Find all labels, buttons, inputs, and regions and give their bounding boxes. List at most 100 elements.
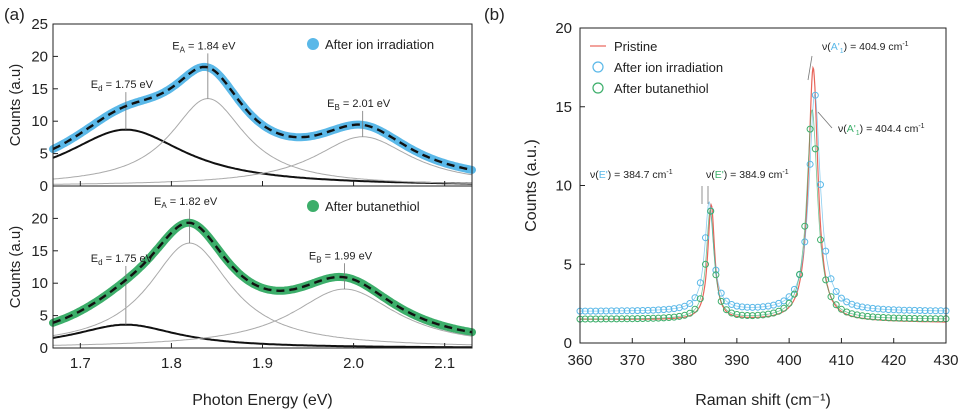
legend-marker [592, 61, 604, 73]
data-point [822, 276, 830, 284]
data-point [639, 307, 647, 314]
data-point [665, 314, 673, 321]
panel-b: 360 370 380 390 400 410 420 430 0 5 10 15 20 Raman sh… [523, 20, 959, 409]
data-point [764, 302, 772, 310]
peak-label: Ed = 1.75 eV [91, 79, 154, 93]
data-point [869, 304, 877, 312]
data-point [879, 314, 887, 321]
panel-label-b: (b) [484, 5, 505, 24]
y-tick-label: 25 [31, 16, 48, 33]
data-point [733, 302, 741, 310]
data-point [817, 181, 824, 189]
fit-curve [52, 65, 473, 172]
data-point [848, 310, 856, 318]
data-point [895, 306, 903, 314]
y-tick-label: 10 [31, 275, 48, 292]
data-point [864, 304, 872, 312]
y-axis-label: Counts (a.u) [7, 226, 24, 309]
data-point [644, 314, 652, 322]
y-tick-label: 10 [31, 113, 48, 130]
data-point [790, 285, 798, 293]
data-point [654, 306, 662, 314]
y-tick-label: 5 [564, 256, 572, 273]
data-point [587, 315, 594, 323]
x-axis-label: Photon Energy (eV) [192, 392, 333, 409]
data-point [649, 314, 657, 322]
peak-annotation: ν(A'1) = 404.9 cm-1 [822, 41, 909, 55]
data-band [49, 218, 476, 337]
peak-label: EB = 2.01 eV [327, 98, 391, 112]
x-tick-label: 1.7 [70, 355, 91, 372]
data-point [911, 315, 919, 322]
data-point [749, 312, 756, 320]
data-point [858, 312, 866, 320]
data-point [644, 306, 652, 314]
data-point [905, 306, 913, 314]
data-point [670, 305, 678, 313]
component-curve [52, 128, 472, 185]
data-point [654, 314, 662, 322]
data-point [879, 305, 887, 313]
data-point [743, 312, 751, 319]
data-point [916, 307, 924, 314]
data-point [749, 303, 756, 311]
data-point [660, 306, 668, 314]
annotation-leader [807, 55, 813, 81]
data-point [607, 315, 615, 323]
data-point [743, 303, 751, 311]
fit-curve [52, 221, 473, 334]
x-tick-label: 390 [724, 352, 749, 369]
data-point [639, 315, 647, 322]
data-point [921, 315, 929, 323]
series-after-ion-irradiation [576, 91, 950, 315]
data-point [634, 315, 641, 323]
legend-marker [307, 38, 319, 50]
x-tick-label: 420 [881, 352, 906, 369]
data-point [634, 307, 641, 315]
data-point [916, 315, 924, 323]
data-point [607, 307, 615, 315]
data-point [858, 303, 866, 311]
data-point [675, 312, 683, 320]
data-point [832, 301, 840, 309]
data-point [613, 315, 621, 323]
subplot-a-bottom: Ed = 1.75 eV EA = 1.82 eV EB = 1.99 eV 0 5 10… [7, 185, 476, 357]
data-point [874, 313, 882, 321]
data-point [597, 307, 605, 315]
y-tick-label: 0 [40, 178, 48, 195]
data-point [597, 315, 605, 323]
data-point [806, 125, 814, 133]
data-point [581, 307, 589, 315]
data-point [764, 310, 772, 318]
series-after-butanethiol [576, 109, 950, 323]
data-point [691, 305, 699, 313]
data-point [921, 307, 929, 315]
x-tick-label: 360 [567, 352, 592, 369]
legend-label: After butanethiol [325, 199, 420, 214]
data-point [926, 315, 934, 323]
y-tick-label: 0 [564, 335, 572, 352]
data-point [905, 314, 913, 322]
data-point [738, 311, 746, 319]
data-point [602, 307, 610, 315]
data-point [790, 290, 798, 298]
data-point [649, 306, 657, 314]
data-point [801, 222, 809, 230]
x-tick-label: 380 [672, 352, 697, 369]
data-point [628, 315, 636, 323]
data-point [827, 275, 835, 283]
data-point [696, 295, 704, 303]
legend: Pristine After ion irradiation After butan… [590, 39, 723, 96]
series-line [580, 109, 946, 320]
data-point [618, 307, 626, 315]
data-point [832, 288, 840, 295]
data-point [759, 311, 767, 319]
peak-annotation: ν(E') = 384.9 cm-1 [706, 169, 789, 181]
component-curve [53, 288, 473, 346]
data-point [874, 305, 882, 313]
data-point [623, 315, 631, 323]
data-point [618, 315, 626, 323]
x-tick-label: 400 [777, 352, 802, 369]
x-axis-label: Raman shift (cm⁻¹) [695, 392, 831, 409]
